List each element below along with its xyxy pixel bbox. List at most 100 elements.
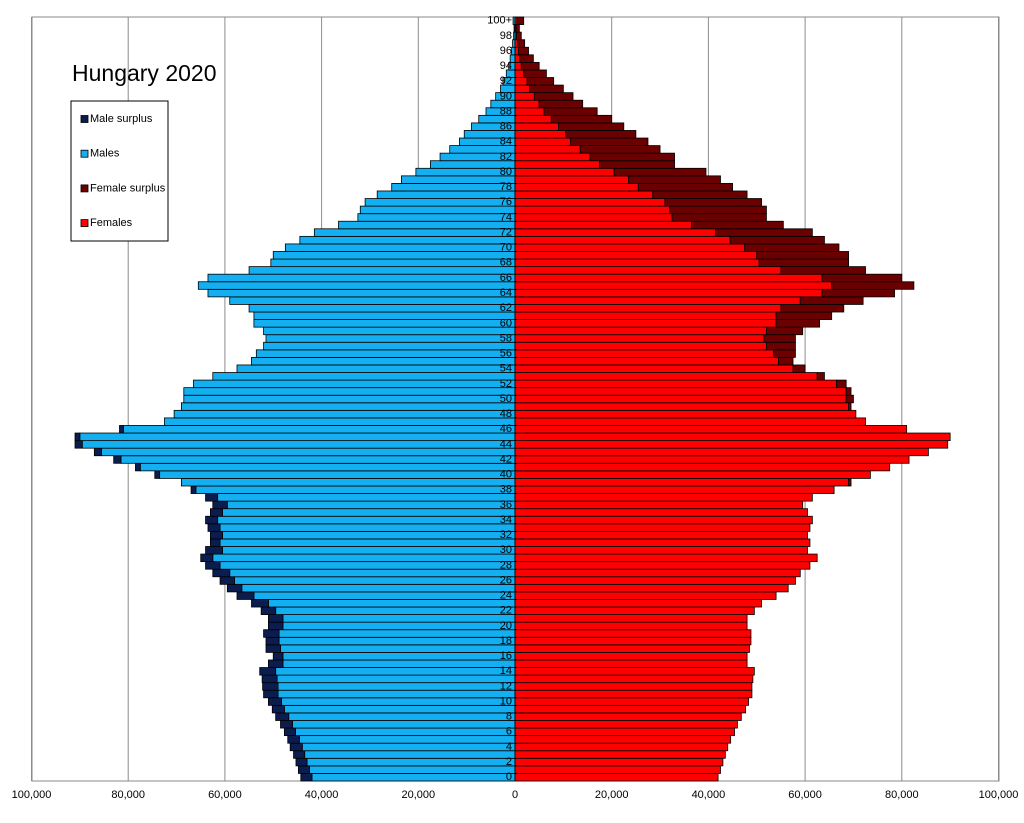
bar — [729, 235, 825, 245]
bar — [183, 387, 516, 396]
bar — [282, 659, 516, 668]
bar — [613, 167, 707, 177]
bar — [300, 773, 313, 782]
bar — [766, 341, 796, 351]
bar — [159, 470, 516, 479]
bar — [756, 251, 850, 260]
bar — [514, 432, 951, 442]
bar — [260, 606, 277, 615]
bar — [514, 334, 765, 343]
bar — [113, 455, 122, 464]
x-tick-label: 60,000 — [208, 789, 242, 801]
bar — [278, 629, 516, 638]
bar — [272, 251, 516, 260]
bar — [514, 251, 758, 260]
y-tick-label: 22 — [500, 605, 512, 617]
bar — [197, 281, 516, 290]
bar — [101, 447, 516, 457]
bar — [391, 183, 516, 192]
bar — [816, 372, 825, 381]
bar — [255, 349, 516, 358]
bar — [195, 485, 516, 494]
bar — [282, 652, 516, 661]
y-tick-label: 4 — [506, 741, 512, 753]
bar — [514, 175, 630, 184]
bar — [236, 591, 255, 600]
bar — [241, 583, 516, 593]
y-tick-label: 98 — [500, 30, 512, 42]
bar — [799, 296, 864, 305]
bar — [514, 561, 811, 570]
bar — [514, 644, 750, 653]
bar — [514, 130, 567, 139]
bar — [514, 198, 666, 207]
bar — [299, 235, 516, 245]
bar — [514, 447, 929, 457]
bar — [514, 735, 732, 744]
bar — [519, 54, 534, 63]
y-tick-label: 96 — [500, 45, 512, 57]
bar — [589, 152, 675, 162]
y-tick-label: 50 — [500, 393, 512, 405]
bar — [164, 417, 516, 426]
bar — [251, 356, 516, 366]
bar — [284, 243, 516, 252]
bar — [514, 727, 735, 737]
bar — [514, 500, 804, 510]
bar — [236, 364, 516, 373]
bar — [514, 402, 850, 411]
bar — [664, 198, 762, 207]
bar — [248, 304, 516, 313]
bar — [744, 243, 840, 252]
bar — [226, 583, 243, 593]
bar — [514, 364, 794, 373]
bar — [529, 84, 564, 94]
bar — [301, 742, 516, 752]
bar — [514, 409, 857, 419]
bar — [514, 122, 559, 131]
bar — [514, 750, 726, 759]
bar — [229, 296, 516, 305]
y-tick-label: 60 — [500, 317, 512, 329]
bar — [122, 425, 516, 434]
bar — [268, 614, 284, 623]
bar — [263, 341, 516, 351]
bar — [514, 379, 837, 389]
bar — [775, 319, 821, 328]
y-tick-label: 94 — [500, 60, 512, 72]
y-tick-label: 74 — [500, 211, 512, 223]
bar — [514, 720, 738, 729]
bar — [205, 515, 219, 525]
bar — [219, 523, 516, 532]
bar — [297, 765, 310, 774]
y-tick-label: 68 — [500, 257, 512, 269]
bar — [565, 130, 637, 139]
bar — [259, 667, 277, 676]
bar — [514, 674, 754, 684]
bar — [514, 606, 755, 615]
bar — [514, 591, 777, 600]
bar — [845, 394, 854, 404]
bar — [514, 326, 767, 336]
bar — [514, 69, 525, 78]
bar — [209, 508, 223, 517]
y-tick-label: 88 — [500, 105, 512, 117]
bar — [277, 682, 516, 691]
bar — [520, 61, 540, 71]
bar — [778, 356, 794, 366]
x-tick-label: 60,000 — [788, 789, 822, 801]
legend-label: Male surplus — [90, 113, 153, 125]
bar — [79, 432, 516, 442]
legend: Male surplus Males Female surplus Females — [70, 100, 169, 242]
y-tick-label: 48 — [500, 408, 512, 420]
bar — [93, 447, 103, 457]
bar — [190, 485, 197, 494]
y-tick-label: 58 — [500, 332, 512, 344]
bar — [514, 530, 808, 540]
bar — [265, 644, 281, 653]
bar — [514, 228, 717, 237]
y-tick-label: 14 — [500, 665, 512, 677]
bar — [514, 394, 847, 404]
bar — [845, 387, 852, 396]
